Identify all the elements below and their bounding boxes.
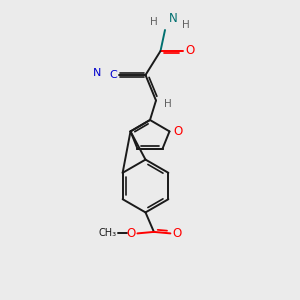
- Text: C: C: [109, 70, 117, 80]
- Text: O: O: [173, 125, 182, 138]
- Text: N: N: [92, 68, 101, 79]
- Text: H: H: [150, 16, 158, 27]
- Text: H: H: [164, 99, 171, 109]
- Text: H: H: [182, 20, 189, 31]
- Text: O: O: [172, 227, 182, 240]
- Text: N: N: [169, 12, 178, 25]
- Text: CH₃: CH₃: [98, 228, 116, 239]
- Text: O: O: [185, 44, 194, 58]
- Text: O: O: [126, 227, 135, 240]
